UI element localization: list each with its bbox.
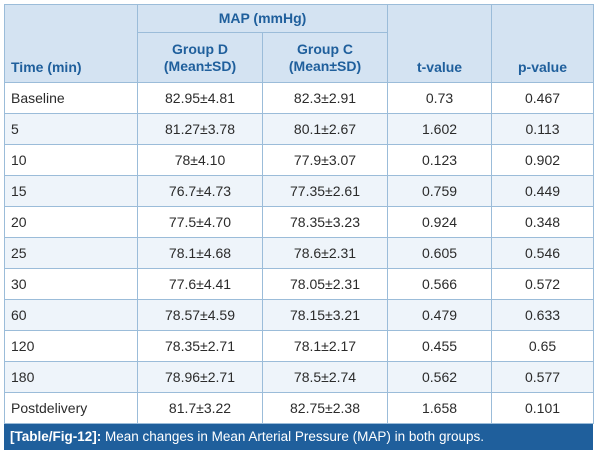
map-table: Time (min) MAP (mmHg) t-value p-value Gr… — [4, 4, 595, 424]
cell-group-d: 77.5±4.70 — [137, 206, 263, 238]
cell-group-c: 77.35±2.61 — [261, 175, 389, 207]
cell-time: Baseline — [4, 82, 138, 114]
cell-p-value: 0.101 — [491, 392, 595, 424]
cell-p-value: 0.572 — [491, 268, 595, 300]
table-caption: [Table/Fig-12]: Mean changes in Mean Art… — [4, 424, 593, 450]
header-map-group: MAP (mmHg) — [136, 4, 389, 33]
table-row: 15 76.7±4.73 77.35±2.61 0.759 0.449 — [4, 175, 595, 207]
cell-t-value: 0.562 — [387, 361, 493, 393]
cell-t-value: 1.602 — [387, 113, 493, 145]
cell-group-d: 77.6±4.41 — [137, 268, 263, 300]
header-p-value: p-value — [491, 4, 595, 83]
table-body: Baseline 82.95±4.81 82.3±2.91 0.73 0.467… — [4, 82, 595, 424]
cell-t-value: 0.605 — [387, 237, 493, 269]
table-row: 25 78.1±4.68 78.6±2.31 0.605 0.546 — [4, 237, 595, 269]
table-row: Postdelivery 81.7±3.22 82.75±2.38 1.658 … — [4, 392, 595, 424]
cell-group-c: 78.6±2.31 — [261, 237, 389, 269]
cell-p-value: 0.467 — [491, 82, 595, 114]
cell-time: 20 — [4, 206, 138, 238]
cell-time: 15 — [4, 175, 138, 207]
header-group-d-label: Group D — [172, 40, 228, 57]
cell-p-value: 0.113 — [491, 113, 595, 145]
cell-p-value: 0.546 — [491, 237, 595, 269]
cell-t-value: 0.566 — [387, 268, 493, 300]
cell-group-c: 82.3±2.91 — [261, 82, 389, 114]
cell-group-d: 78.96±2.71 — [137, 361, 263, 393]
cell-p-value: 0.902 — [491, 144, 595, 176]
cell-p-value: 0.633 — [491, 299, 595, 331]
cell-group-c: 78.05±2.31 — [261, 268, 389, 300]
cell-group-c: 82.75±2.38 — [261, 392, 389, 424]
cell-p-value: 0.348 — [491, 206, 595, 238]
cell-p-value: 0.577 — [491, 361, 595, 393]
cell-group-d: 81.7±3.22 — [137, 392, 263, 424]
cell-t-value: 0.479 — [387, 299, 493, 331]
cell-group-d: 78.35±2.71 — [137, 330, 263, 362]
header-t-value: t-value — [387, 4, 493, 83]
table-row: 5 81.27±3.78 80.1±2.67 1.602 0.113 — [4, 113, 595, 145]
cell-time: 10 — [4, 144, 138, 176]
table-header: Time (min) MAP (mmHg) t-value p-value Gr… — [4, 4, 595, 83]
header-group-c-label: Group C — [297, 40, 353, 57]
header-time: Time (min) — [4, 4, 138, 83]
cell-time: Postdelivery — [4, 392, 138, 424]
cell-group-c: 78.35±3.23 — [261, 206, 389, 238]
cell-p-value: 0.449 — [491, 175, 595, 207]
table-row: Baseline 82.95±4.81 82.3±2.91 0.73 0.467 — [4, 82, 595, 114]
cell-time: 120 — [4, 330, 138, 362]
cell-group-c: 78.5±2.74 — [261, 361, 389, 393]
cell-group-d: 78.1±4.68 — [137, 237, 263, 269]
cell-group-c: 78.1±2.17 — [261, 330, 389, 362]
cell-time: 30 — [4, 268, 138, 300]
table-row: 120 78.35±2.71 78.1±2.17 0.455 0.65 — [4, 330, 595, 362]
cell-group-d: 76.7±4.73 — [137, 175, 263, 207]
caption-tag: [Table/Fig-12]: — [10, 429, 102, 444]
cell-t-value: 0.759 — [387, 175, 493, 207]
table-row: 180 78.96±2.71 78.5±2.74 0.562 0.577 — [4, 361, 595, 393]
cell-group-c: 80.1±2.67 — [261, 113, 389, 145]
cell-t-value: 0.924 — [387, 206, 493, 238]
cell-time: 180 — [4, 361, 138, 393]
cell-t-value: 1.658 — [387, 392, 493, 424]
table-row: 20 77.5±4.70 78.35±3.23 0.924 0.348 — [4, 206, 595, 238]
cell-time: 60 — [4, 299, 138, 331]
header-group-d-sub: (Mean±SD) — [163, 57, 237, 74]
cell-group-d: 81.27±3.78 — [137, 113, 263, 145]
caption-text: Mean changes in Mean Arterial Pressure (… — [105, 429, 484, 444]
cell-group-d: 82.95±4.81 — [137, 82, 263, 114]
table-row: 30 77.6±4.41 78.05±2.31 0.566 0.572 — [4, 268, 595, 300]
cell-group-d: 78±4.10 — [137, 144, 263, 176]
table-figure: Time (min) MAP (mmHg) t-value p-value Gr… — [4, 4, 595, 450]
cell-group-c: 78.15±3.21 — [261, 299, 389, 331]
cell-t-value: 0.73 — [387, 82, 493, 114]
cell-t-value: 0.455 — [387, 330, 493, 362]
cell-group-d: 78.57±4.59 — [137, 299, 263, 331]
table-row: 10 78±4.10 77.9±3.07 0.123 0.902 — [4, 144, 595, 176]
cell-time: 25 — [4, 237, 138, 269]
table-row: 60 78.57±4.59 78.15±3.21 0.479 0.633 — [4, 299, 595, 331]
header-group-c-sub: (Mean±SD) — [288, 57, 362, 74]
cell-p-value: 0.65 — [491, 330, 595, 362]
cell-t-value: 0.123 — [387, 144, 493, 176]
header-group-d: Group D (Mean±SD) — [137, 32, 263, 83]
header-group-c: Group C (Mean±SD) — [261, 32, 389, 83]
cell-group-c: 77.9±3.07 — [261, 144, 389, 176]
cell-time: 5 — [4, 113, 138, 145]
